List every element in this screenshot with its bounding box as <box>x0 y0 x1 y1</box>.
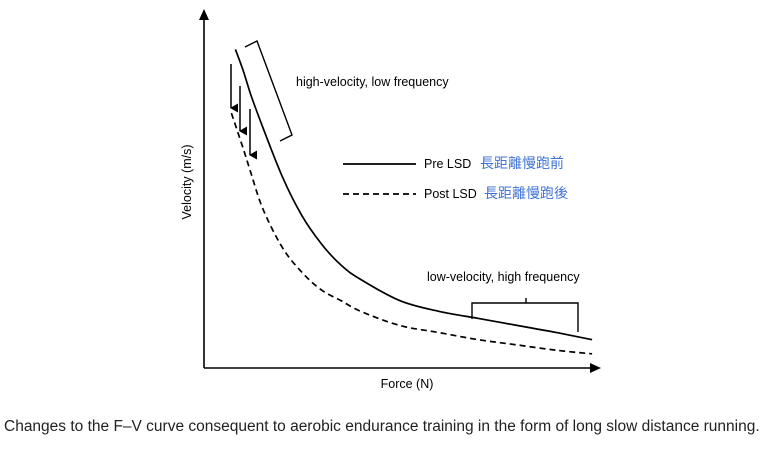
low-velocity-bracket <box>471 298 579 332</box>
series-line-post-lsd <box>230 112 593 355</box>
x-axis-arrow <box>590 363 601 373</box>
series-line-pre-lsd <box>234 49 593 341</box>
x-axis-label: Force (N) <box>381 377 434 391</box>
high-velocity-bracket <box>244 40 293 142</box>
y-axis-arrow <box>199 9 209 20</box>
annotation-low-velocity: low-velocity, high frequency <box>427 270 580 284</box>
annotation-high-velocity: high-velocity, low frequency <box>296 75 449 89</box>
shift-arrows <box>230 64 257 160</box>
y-axis-label: Velocity (m/s) <box>180 144 194 219</box>
legend-label-post: Post LSD <box>424 187 477 201</box>
figure-caption: Changes to the F–V curve consequent to a… <box>4 418 760 435</box>
legend-label-pre-cjk: 長距離慢跑前 <box>480 155 564 171</box>
fv-curve-chart: Force (N) Velocity (m/s) high-velocity, … <box>180 9 601 391</box>
legend-label-post-cjk: 長距離慢跑後 <box>484 185 568 201</box>
legend: Pre LSD 長距離慢跑前 Post LSD 長距離慢跑後 <box>343 155 568 201</box>
legend-label-pre: Pre LSD <box>424 157 471 171</box>
axes <box>199 9 601 373</box>
